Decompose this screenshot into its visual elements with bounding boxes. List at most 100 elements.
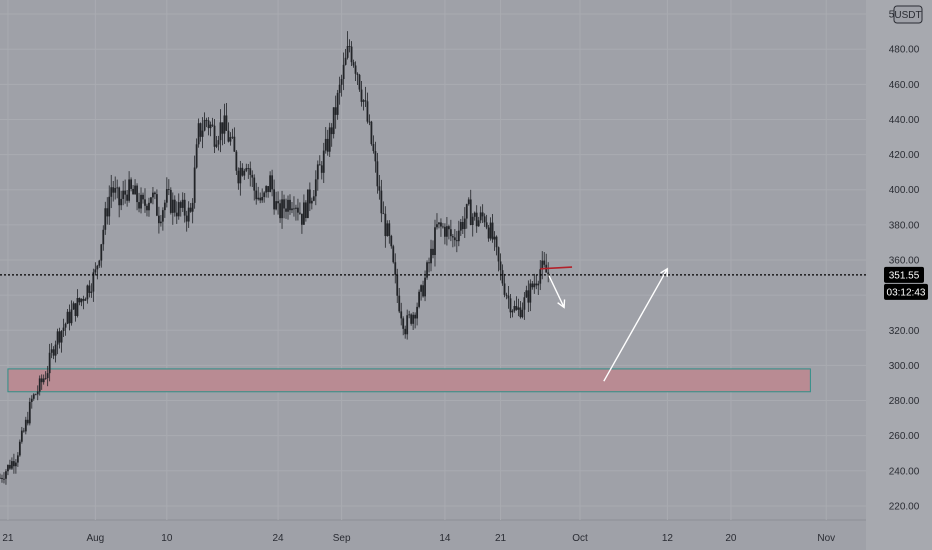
candle-body bbox=[60, 330, 63, 343]
candle-body bbox=[165, 189, 168, 203]
candle-body bbox=[136, 185, 138, 203]
time-tick-label: Nov bbox=[817, 533, 835, 544]
candle-body bbox=[183, 199, 186, 216]
candle-body bbox=[384, 213, 387, 237]
candle-body bbox=[30, 398, 33, 402]
candle-body bbox=[517, 307, 520, 310]
candle-body bbox=[205, 119, 208, 121]
countdown-label: 03:12:43 bbox=[887, 287, 926, 298]
candle-body bbox=[328, 127, 331, 152]
candle-body bbox=[344, 57, 347, 65]
candle-body bbox=[386, 223, 389, 237]
candle-body bbox=[179, 202, 182, 208]
candle-body bbox=[473, 212, 476, 217]
candle-body bbox=[128, 179, 131, 201]
support-zone[interactable] bbox=[7, 368, 811, 393]
price-tick-label: 220.00 bbox=[889, 501, 920, 512]
candle-body bbox=[68, 311, 71, 324]
candle-body bbox=[269, 175, 272, 192]
candle-body bbox=[112, 187, 115, 193]
pair-badge[interactable]: USDT bbox=[893, 5, 923, 24]
candle-body bbox=[434, 227, 436, 256]
candle-body bbox=[229, 137, 232, 142]
candle-body bbox=[221, 122, 224, 134]
candle-body bbox=[140, 194, 142, 209]
candle-body bbox=[539, 269, 542, 284]
candle-body bbox=[74, 303, 77, 316]
candle-body bbox=[7, 464, 9, 472]
candle-body bbox=[86, 285, 89, 300]
candle-body bbox=[392, 246, 395, 263]
candle-body bbox=[22, 430, 25, 432]
candle-body bbox=[487, 227, 490, 239]
countdown-badge: 03:12:43 bbox=[884, 283, 928, 300]
candle-body bbox=[100, 244, 103, 261]
candle-body bbox=[209, 124, 212, 129]
candle-body bbox=[360, 89, 363, 102]
candles-group bbox=[0, 31, 550, 485]
candle-body bbox=[465, 204, 468, 219]
candle-body bbox=[259, 197, 262, 201]
candle-body bbox=[378, 186, 381, 191]
candle-body bbox=[338, 84, 341, 93]
candle-body bbox=[326, 138, 329, 152]
candle-body bbox=[529, 283, 532, 303]
candle-body bbox=[132, 188, 134, 195]
candle-body bbox=[306, 189, 309, 218]
candle-body bbox=[404, 328, 407, 335]
candle-body bbox=[173, 199, 176, 213]
candle-body bbox=[48, 352, 51, 374]
candle-body bbox=[308, 189, 311, 204]
candle-body bbox=[66, 311, 69, 324]
candle-body bbox=[418, 291, 420, 307]
candle-body bbox=[374, 151, 377, 162]
price-tick-label: 400.00 bbox=[889, 185, 920, 196]
candle-body bbox=[543, 260, 546, 265]
candle-body bbox=[499, 261, 502, 271]
candle-body bbox=[406, 315, 409, 335]
candle-body bbox=[432, 248, 434, 256]
candle-body bbox=[467, 199, 470, 205]
candle-body bbox=[249, 168, 252, 175]
candle-body bbox=[525, 290, 528, 298]
candle-body bbox=[52, 349, 55, 356]
candle-body bbox=[88, 285, 91, 293]
candle-body bbox=[148, 202, 150, 211]
candle-body bbox=[497, 247, 500, 262]
candle-body bbox=[255, 190, 258, 200]
candle-body bbox=[261, 197, 264, 201]
price-tick-label: 260.00 bbox=[889, 431, 920, 442]
candle-body bbox=[366, 101, 369, 122]
drawings-group[interactable] bbox=[540, 266, 669, 382]
price-tick-label: 420.00 bbox=[889, 150, 920, 161]
candle-body bbox=[26, 419, 29, 424]
candle-body bbox=[257, 197, 260, 200]
candle-body bbox=[440, 222, 442, 227]
candle-body bbox=[265, 186, 268, 193]
candle-body bbox=[531, 283, 534, 288]
candle-body bbox=[181, 199, 184, 208]
candle-body bbox=[251, 174, 254, 178]
candle-body bbox=[312, 196, 315, 201]
candle-body bbox=[293, 208, 295, 210]
candle-body bbox=[16, 455, 19, 463]
candle-body bbox=[408, 314, 411, 316]
candle-body bbox=[241, 167, 244, 176]
candle-body bbox=[447, 226, 450, 230]
support-zone-rect bbox=[7, 368, 811, 393]
candle-body bbox=[150, 197, 152, 203]
candle-body bbox=[187, 207, 190, 222]
candle-body bbox=[461, 222, 464, 230]
time-tick-label: Sep bbox=[333, 533, 351, 544]
candle-body bbox=[130, 179, 132, 189]
candle-body bbox=[233, 136, 236, 152]
candle-body bbox=[521, 309, 524, 318]
price-tick-label: 460.00 bbox=[889, 80, 920, 91]
time-tick-label: Aug bbox=[86, 533, 104, 544]
candle-body bbox=[40, 378, 43, 383]
candle-body bbox=[235, 151, 238, 171]
candle-body bbox=[322, 150, 325, 173]
candle-body bbox=[402, 318, 405, 329]
candle-body bbox=[279, 203, 281, 219]
